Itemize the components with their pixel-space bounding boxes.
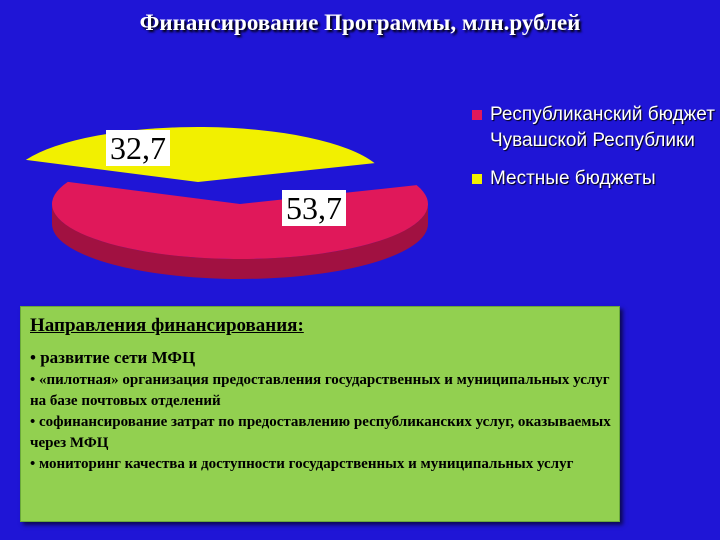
pie-slice-side-0	[52, 204, 428, 279]
page-title: Финансирование Программы, млн.рублей	[139, 10, 581, 35]
direction-item: • развитие сети МФЦ	[30, 348, 196, 367]
legend-swatch-republic	[472, 110, 482, 120]
data-label-republic: 53,7	[282, 190, 346, 226]
data-label-local: 32,7	[106, 130, 170, 166]
legend-label-local: Местные бюджеты	[490, 168, 656, 189]
direction-item: • софинансирование затрат по предоставле…	[30, 414, 611, 451]
legend-swatch-local	[472, 174, 482, 184]
direction-item: • мониторинг качества и доступности госу…	[30, 456, 574, 472]
financing-directions-panel: Направления финансирования: • развитие с…	[20, 306, 620, 522]
legend-label-republic: Республиканский бюджет Чувашской Республ…	[490, 104, 715, 151]
legend-item-local: Местные бюджеты	[470, 166, 715, 192]
legend-item-republic: Республиканский бюджет Чувашской Республ…	[470, 102, 715, 154]
direction-item: • «пилотная» организация предоставления …	[30, 372, 610, 409]
chart-legend: Республиканский бюджет Чувашской Республ…	[470, 102, 715, 204]
pie-slice-1	[25, 127, 375, 182]
panel-title: Направления финансирования:	[30, 315, 304, 336]
